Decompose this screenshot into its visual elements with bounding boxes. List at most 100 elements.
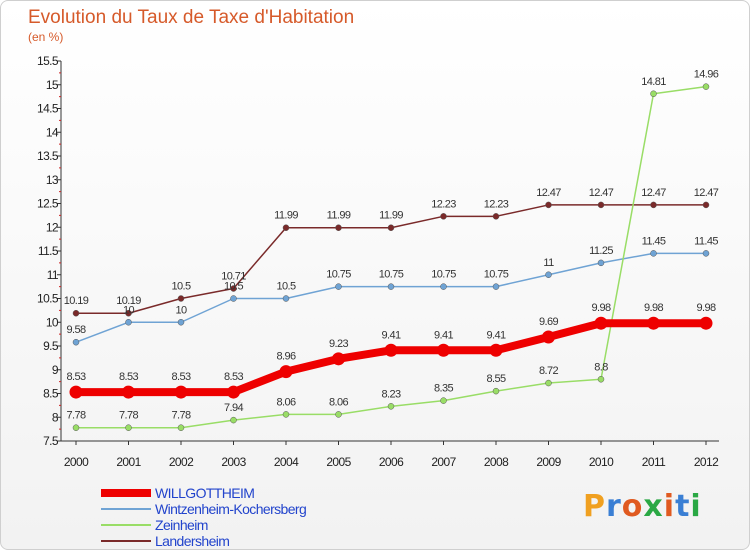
- data-point: [72, 424, 80, 431]
- data-point: [384, 343, 398, 357]
- data-label: 12.23: [484, 198, 509, 210]
- legend-swatch: [101, 540, 151, 542]
- logo-letter: i: [690, 489, 702, 524]
- data-point: [647, 316, 660, 330]
- y-tick-label: 9.5: [43, 339, 59, 353]
- legend-item: Wintzenheim-Kochersberg: [101, 501, 307, 517]
- x-tick-label: 2003: [221, 455, 246, 469]
- logo-letter: o: [621, 489, 644, 524]
- data-label: 11.99: [379, 210, 403, 222]
- data-point: [489, 343, 503, 357]
- data-label: 8.8: [594, 361, 608, 373]
- y-tick-label: 7.5: [43, 434, 59, 448]
- data-point: [387, 283, 395, 290]
- data-label: 8.06: [276, 396, 295, 408]
- data-point: [492, 387, 500, 395]
- data-point: [650, 250, 657, 257]
- data-point: [230, 295, 237, 302]
- data-label: 8.53: [224, 371, 243, 383]
- logo-letter: t: [675, 489, 691, 524]
- legend-label: WILLGOTTHEIM: [155, 485, 255, 501]
- y-tick-label: 13.5: [37, 149, 59, 163]
- data-point: [440, 397, 447, 404]
- y-tick-label: 13: [46, 173, 59, 187]
- data-point: [702, 250, 710, 257]
- data-label: 11.45: [642, 235, 666, 247]
- data-point: [282, 224, 290, 231]
- data-point: [597, 376, 605, 383]
- y-tick-label: 14.5: [37, 102, 59, 116]
- data-label: 7.78: [171, 410, 190, 422]
- data-point: [650, 90, 657, 98]
- data-point: [597, 201, 605, 209]
- data-label: 7.78: [66, 410, 85, 422]
- data-point: [650, 201, 657, 209]
- data-point: [702, 201, 710, 209]
- legend-label: Landersheim: [155, 533, 230, 549]
- data-label: 9.69: [539, 316, 558, 328]
- data-label: 9.98: [591, 302, 610, 314]
- data-point: [177, 424, 185, 431]
- data-label: 10.5: [224, 281, 243, 293]
- logo-letter: P: [583, 489, 606, 524]
- data-point: [230, 285, 237, 292]
- data-label: 8.53: [66, 371, 85, 383]
- data-label: 10.75: [484, 269, 509, 281]
- y-tick-label: 10: [46, 315, 59, 329]
- data-label: 9.41: [381, 329, 400, 341]
- data-point: [125, 424, 132, 431]
- data-point: [440, 213, 447, 220]
- x-tick-label: 2004: [274, 455, 299, 469]
- data-label: 11.25: [589, 245, 613, 257]
- x-tick-label: 2000: [64, 455, 89, 469]
- data-label: 12.47: [694, 187, 719, 199]
- data-label: 10.5: [276, 281, 295, 293]
- data-point: [545, 201, 552, 209]
- x-tick-label: 2009: [536, 455, 561, 469]
- y-tick-label: 8.5: [43, 387, 59, 401]
- data-point: [545, 379, 552, 387]
- data-label: 8.55: [486, 373, 505, 385]
- y-tick-label: 14: [46, 125, 59, 139]
- data-point: [594, 316, 608, 330]
- legend-item: WILLGOTTHEIM: [101, 485, 306, 501]
- data-point: [542, 330, 555, 344]
- data-label: 11.99: [274, 210, 298, 222]
- data-label: 10: [123, 304, 135, 316]
- data-point: [125, 309, 132, 317]
- data-label: 9.58: [66, 324, 85, 336]
- y-tick-label: 12.5: [37, 197, 59, 211]
- data-label: 10.75: [326, 269, 351, 281]
- data-label: 9.23: [329, 338, 348, 350]
- data-point: [545, 271, 552, 278]
- data-label: 9.41: [434, 329, 453, 341]
- data-label: 8.53: [171, 371, 190, 383]
- data-point: [177, 319, 185, 326]
- data-label: 8.96: [276, 351, 295, 363]
- logo-letter: i: [663, 489, 676, 524]
- data-point: [597, 259, 605, 267]
- data-point: [122, 385, 135, 399]
- y-tick-label: 11: [47, 268, 59, 282]
- y-axis-units: (en %): [28, 30, 64, 44]
- data-label: 11.99: [327, 210, 351, 222]
- logo-letter: x: [643, 489, 664, 524]
- data-label: 10.19: [64, 295, 89, 307]
- data-label: 8.35: [434, 383, 453, 395]
- y-tick-label: 15.5: [37, 54, 59, 68]
- data-label: 14.81: [641, 76, 666, 88]
- legend-swatch: [101, 508, 151, 510]
- data-point: [174, 385, 188, 399]
- x-tick-label: 2011: [642, 455, 666, 469]
- data-point: [72, 309, 80, 317]
- data-label: 11.45: [694, 235, 718, 247]
- data-label: 11: [543, 257, 554, 269]
- data-point: [227, 385, 240, 399]
- chart-title: Evolution du Taux de Taxe d'Habitation: [28, 7, 355, 28]
- data-point: [335, 224, 342, 231]
- data-label: 8.53: [119, 371, 138, 383]
- data-label: 8.06: [329, 396, 348, 408]
- legend: WILLGOTTHEIM Wintzenheim-Kochersberg Zeinh…: [101, 485, 307, 549]
- data-point: [437, 343, 450, 357]
- data-point: [230, 416, 237, 424]
